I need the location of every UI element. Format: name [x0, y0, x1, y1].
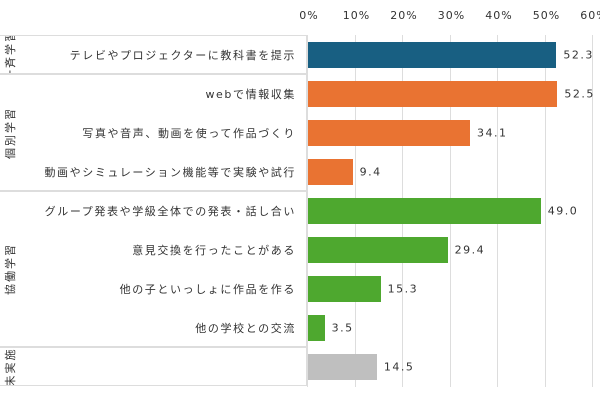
- value-label: 9.4: [359, 165, 382, 178]
- value-label: 49.0: [547, 204, 579, 217]
- row-label: webで情報収集: [205, 87, 296, 101]
- row-label: 他の子といっしょに作品を作る: [119, 282, 296, 296]
- value-label: 52.5: [564, 87, 595, 100]
- bar: [308, 41, 557, 68]
- tick-label: 10%: [342, 9, 371, 22]
- value-label: 3.5: [331, 321, 354, 334]
- row-label: 写真や音声、動画を使って作品づくり: [82, 126, 296, 140]
- tick-label: 0%: [299, 9, 319, 22]
- row-label: 他の学校との交流: [195, 321, 296, 335]
- bar: [308, 236, 448, 263]
- bar: [308, 80, 558, 107]
- group-box: 未実施: [0, 347, 307, 386]
- bar: [308, 314, 325, 341]
- group-label: 未実施: [4, 347, 17, 386]
- gridline: [544, 35, 546, 387]
- group-label: 個別学習: [4, 106, 17, 159]
- group-label: 一斉学習: [4, 35, 17, 74]
- tick-label: 20%: [390, 9, 418, 22]
- row-label: テレビやプロジェクターに教科書を提示: [69, 48, 296, 62]
- value-label: 15.3: [387, 282, 419, 295]
- gridline: [307, 35, 308, 387]
- tick-label: 40%: [485, 9, 513, 22]
- bar: [308, 353, 377, 380]
- tick-label: 60%: [580, 9, 600, 22]
- bar: [308, 119, 470, 146]
- row-label: 意見交換を行ったことがある: [132, 243, 296, 257]
- value-label: 29.4: [454, 243, 486, 256]
- group-box: 個別学習: [0, 74, 307, 191]
- value-label: 34.1: [476, 126, 508, 139]
- value-label: 14.5: [383, 360, 415, 373]
- row-label: 動画やシミュレーション機能等で実験や試行: [44, 165, 296, 179]
- gridline: [592, 35, 593, 387]
- value-label: 52.3: [563, 48, 594, 61]
- bar: [308, 197, 541, 224]
- row-label: グループ発表や学級全体での発表・話し合い: [44, 204, 296, 218]
- tick-label: 30%: [437, 9, 466, 22]
- bar: [308, 158, 353, 185]
- group-label: 協働学習: [4, 243, 17, 295]
- bar: [308, 275, 381, 302]
- group-box: 協働学習: [0, 191, 307, 347]
- tick-label: 50%: [532, 9, 561, 22]
- group-box: 一斉学習: [0, 35, 307, 74]
